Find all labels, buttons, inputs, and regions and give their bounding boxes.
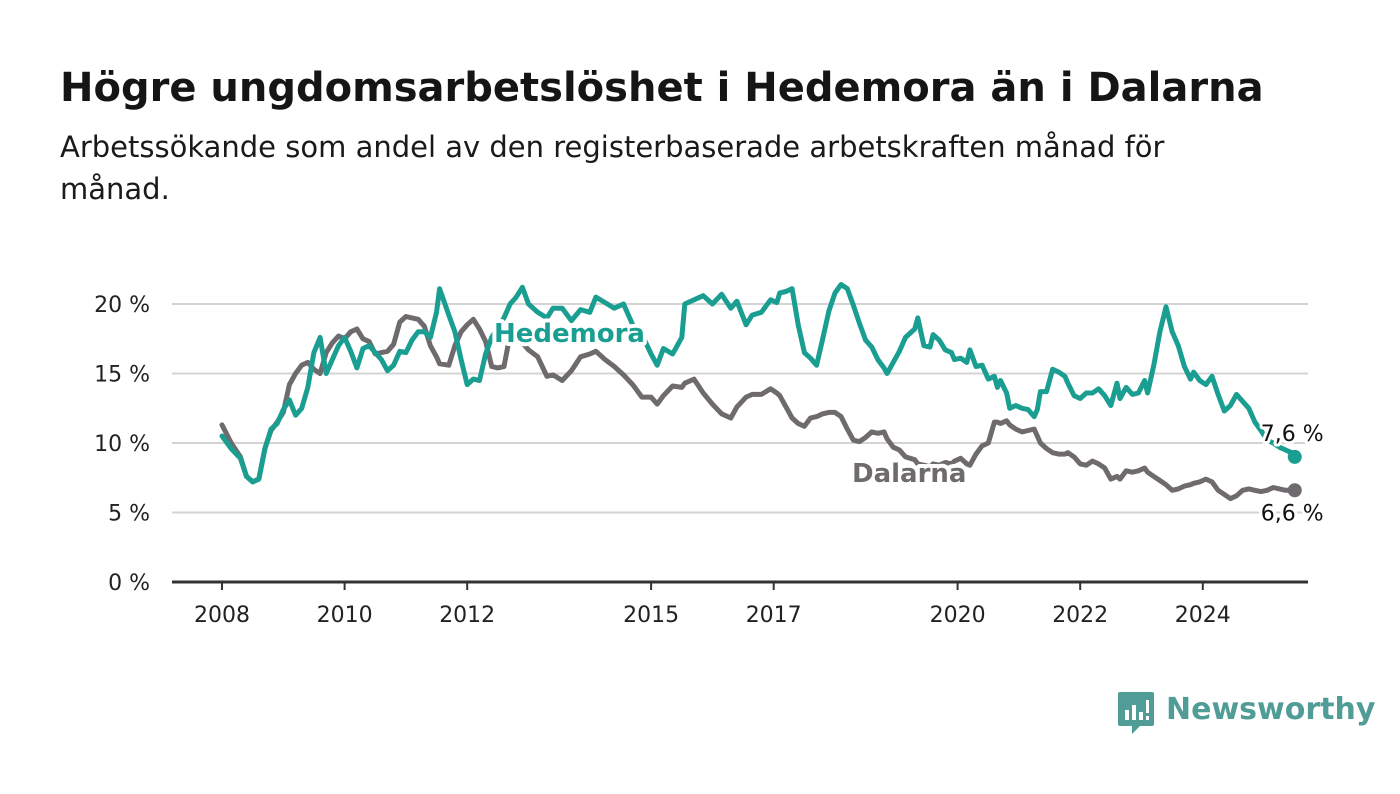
series-label-hedemora: Hedemora — [494, 319, 645, 349]
x-tick-label: 2024 — [1175, 603, 1231, 628]
series-line-dalarna — [219, 314, 1298, 502]
newsworthy-logo-text: Newsworthy — [1166, 692, 1376, 727]
chart-title: Högre ungdomsarbetslöshet i Hedemora än … — [60, 65, 1264, 111]
x-tick-label: 2012 — [439, 603, 495, 628]
y-tick-label: 10 % — [94, 432, 150, 457]
y-tick-label: 20 % — [94, 293, 150, 318]
x-tick-label: 2008 — [194, 603, 250, 628]
end-label-dalarna-halo: 6,6 % — [1261, 501, 1324, 526]
x-tick-label: 2022 — [1052, 603, 1108, 628]
series-label-hedemora-halo: Hedemora — [494, 319, 645, 349]
x-tick-label: 2017 — [746, 603, 802, 628]
series-line-hedemora — [219, 282, 1298, 485]
newsworthy-logo: Newsworthy — [1118, 690, 1375, 736]
y-tick-label: 5 % — [108, 502, 150, 527]
series-label-dalarna: Dalarna — [852, 459, 966, 489]
end-label-hedemora: 7,6 % — [1261, 422, 1324, 447]
x-tick-label: 2015 — [623, 603, 679, 628]
x-tick-label: 2020 — [930, 603, 986, 628]
y-tick-label: 0 % — [108, 571, 150, 596]
y-tick-label: 15 % — [94, 363, 150, 388]
chart-subtitle: Arbetssökande som andel av den registerb… — [60, 130, 1165, 206]
end-label-dalarna: 6,6 % — [1261, 501, 1324, 526]
end-point-dalarna — [1287, 483, 1302, 498]
axes: 0 % 5 % 10 % 15 % 20 % 2008 2010 2012 2015 2017 20… — [94, 293, 1308, 628]
newsworthy-logo-icon — [1118, 692, 1154, 734]
series-label-dalarna-halo: Dalarna — [852, 459, 966, 489]
x-tick-label: 2010 — [317, 603, 373, 628]
end-label-hedemora-halo: 7,6 % — [1261, 422, 1324, 447]
series-lines — [219, 282, 1302, 502]
end-point-hedemora — [1287, 449, 1302, 464]
